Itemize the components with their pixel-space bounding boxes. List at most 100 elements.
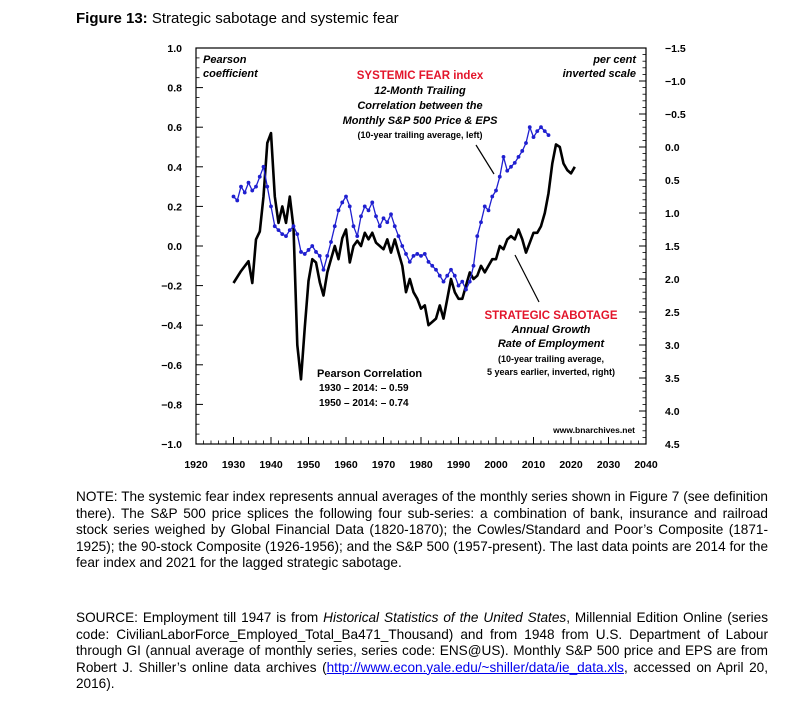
fear-index-point bbox=[385, 220, 390, 225]
fear-index-point bbox=[501, 155, 506, 159]
right-tick-label-1: −1.0 bbox=[665, 76, 686, 88]
right-tick-label-3: 0.0 bbox=[665, 142, 680, 154]
fear-index-point bbox=[449, 267, 453, 272]
left-tick-label-2: 0.6 bbox=[167, 122, 182, 134]
fear-index-point bbox=[355, 234, 360, 239]
fear-index-point bbox=[430, 263, 435, 268]
sabotage-line-3: (10-year trailing average, bbox=[498, 354, 604, 364]
fear-index-point bbox=[280, 232, 285, 237]
fear-index-point bbox=[494, 188, 498, 193]
right-tick-label-7: 2.0 bbox=[665, 274, 680, 286]
sabotage-title: STRATEGIC SABOTAGE bbox=[484, 310, 617, 322]
correlation-1930: 1930 – 2014: – 0.59 bbox=[319, 383, 409, 394]
fear-line-3: Monthly S&P 500 Price & EPS bbox=[343, 115, 499, 127]
x-tick-label-1960: 1960 bbox=[334, 459, 358, 471]
fear-index-point bbox=[415, 252, 420, 256]
fear-index-point bbox=[460, 279, 465, 284]
x-tick-label-2000: 2000 bbox=[484, 459, 508, 471]
fear-index-point bbox=[325, 254, 330, 258]
source-text-2: , Millennial Edition Online (series code… bbox=[76, 610, 769, 675]
fear-index-point bbox=[306, 248, 311, 252]
fear-index-point bbox=[374, 214, 378, 219]
marker-layer bbox=[231, 125, 551, 292]
fear-index-point bbox=[359, 214, 363, 219]
fear-index-point bbox=[366, 208, 371, 213]
left-tick-label-7: −0.4 bbox=[161, 320, 182, 332]
fear-index-point bbox=[505, 168, 510, 173]
source-text-1: SOURCE: Employment till 1947 is from bbox=[76, 610, 324, 625]
left-tick-label-3: 0.4 bbox=[167, 162, 182, 174]
fear-index-point bbox=[287, 228, 292, 233]
plot-frame bbox=[195, 47, 647, 445]
fear-index-point bbox=[437, 273, 442, 278]
fear-index-point bbox=[464, 287, 468, 292]
right-axis-label-1: per cent bbox=[592, 54, 637, 66]
source-text-3: , accessed on April 20, 2016). bbox=[76, 659, 768, 692]
figure-title: Figure 13: Strategic sabotage and system… bbox=[76, 10, 399, 27]
left-tick-label-5: 0.0 bbox=[167, 241, 182, 253]
fear-index-point bbox=[291, 224, 296, 229]
source-link[interactable]: http://www.econ.yale.edu/~shiller/data/i… bbox=[326, 659, 624, 675]
fear-index-point bbox=[347, 204, 352, 209]
source-paragraph: SOURCE: Employment till 1947 is from His… bbox=[76, 610, 768, 693]
fear-index-point bbox=[261, 164, 266, 169]
right-tick-label-4: 0.5 bbox=[665, 175, 680, 187]
fear-line-1: 12-Month Trailing bbox=[374, 85, 466, 97]
fear-index-point bbox=[321, 267, 326, 272]
left-tick-label-10: −1.0 bbox=[161, 439, 182, 451]
fear-index-point bbox=[332, 224, 337, 229]
fear-index-point bbox=[441, 279, 446, 284]
fear-line-2: Correlation between the bbox=[357, 100, 482, 112]
fear-index-point bbox=[497, 174, 502, 179]
fear-index-point bbox=[269, 204, 273, 209]
fear-index-point bbox=[299, 250, 303, 254]
fear-index-point bbox=[295, 232, 300, 237]
sabotage-line-1: Annual Growth bbox=[511, 324, 591, 336]
fear-index-point bbox=[400, 244, 405, 248]
fear-index-point bbox=[490, 194, 495, 199]
fear-index-point bbox=[512, 160, 517, 165]
left-axis-label-1: Pearson bbox=[203, 54, 247, 66]
x-tick-label-1970: 1970 bbox=[372, 459, 396, 471]
fear-index-point bbox=[467, 279, 472, 284]
right-tick-label-2: −0.5 bbox=[665, 109, 686, 121]
fear-index-point bbox=[336, 208, 341, 213]
x-tick-label-1940: 1940 bbox=[259, 459, 283, 471]
fear-index-point bbox=[535, 129, 540, 134]
fear-index-point bbox=[434, 267, 438, 272]
correlation-title: Pearson Correlation bbox=[317, 368, 422, 380]
fear-index-point bbox=[520, 149, 525, 153]
fear-index-point bbox=[475, 234, 480, 239]
fear-index-point bbox=[265, 184, 270, 189]
fear-index-point bbox=[426, 259, 431, 264]
fear-index-point bbox=[396, 234, 401, 239]
fear-title: SYSTEMIC FEAR index bbox=[357, 70, 484, 82]
fear-index-point bbox=[411, 254, 416, 258]
sabotage-line-4: 5 years earlier, inverted, right) bbox=[487, 367, 615, 377]
fear-index-point bbox=[340, 200, 345, 205]
fear-index-point bbox=[546, 133, 551, 138]
fear-index-point bbox=[272, 224, 277, 229]
x-tick-label-1980: 1980 bbox=[409, 459, 433, 471]
fear-index-point bbox=[276, 228, 281, 233]
figure-title-text: Strategic sabotage and systemic fear bbox=[151, 10, 399, 27]
x-tick-label-1920: 1920 bbox=[184, 459, 208, 471]
x-tick-label-2030: 2030 bbox=[597, 459, 621, 471]
fear-index-point bbox=[246, 180, 251, 185]
fear-index-point bbox=[314, 250, 318, 254]
site-credit: www.bnarchives.net bbox=[552, 425, 635, 435]
right-axis-label-2: inverted scale bbox=[563, 68, 636, 80]
right-tick-label-9: 3.0 bbox=[665, 340, 680, 352]
fear-index-point bbox=[479, 220, 483, 225]
fear-index-point bbox=[284, 234, 288, 239]
fear-index-point bbox=[419, 254, 423, 258]
fear-index-point bbox=[242, 190, 247, 195]
x-tick-label-1950: 1950 bbox=[297, 459, 321, 471]
right-tick-label-8: 2.5 bbox=[665, 307, 680, 319]
fear-index-point bbox=[524, 141, 528, 145]
left-tick-label-0: 1.0 bbox=[167, 43, 182, 55]
fear-index-point bbox=[344, 194, 348, 199]
figure-label: Figure 13: bbox=[76, 10, 148, 27]
fear-index-point bbox=[516, 155, 521, 159]
right-tick-label-10: 3.5 bbox=[665, 373, 680, 385]
